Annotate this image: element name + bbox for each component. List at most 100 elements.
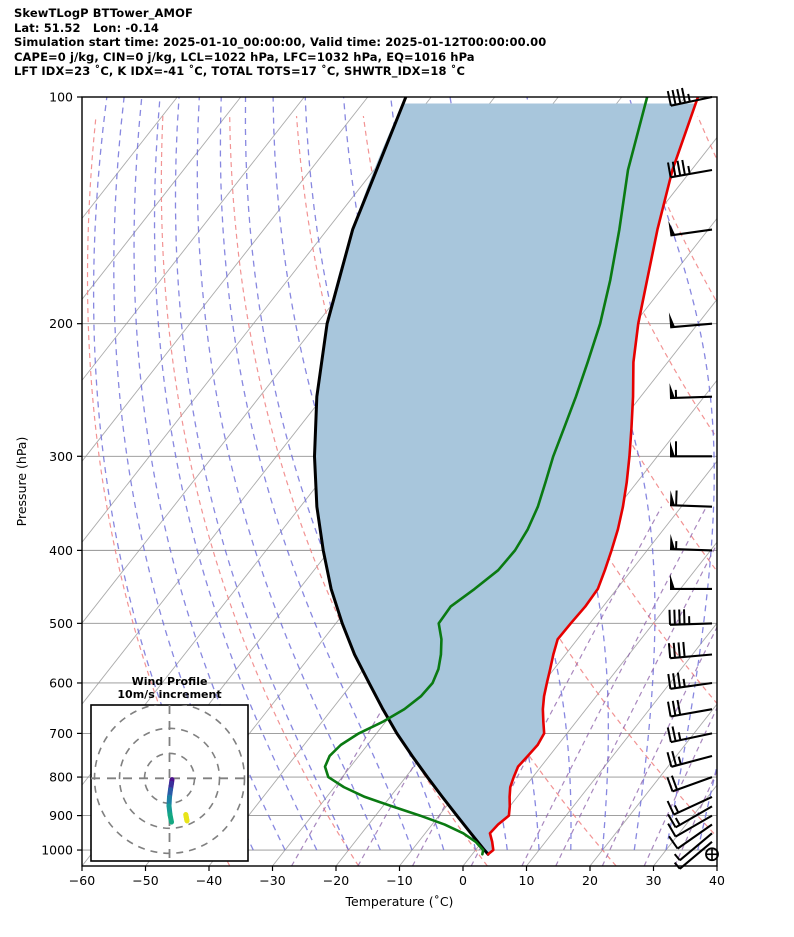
barb-shaft [679,832,713,862]
moist-adiabat-line [133,97,286,851]
header-line-indices: CAPE=0 j/kg, CIN=0 j/kg, LCL=1022 hPa, L… [14,49,475,64]
barb-half [673,861,681,870]
barb-full [682,641,686,657]
isotherm-line [82,97,242,301]
barb-full [667,643,672,659]
barb-half [674,817,681,826]
temperature-curve [486,97,700,856]
barb-full [675,490,678,506]
header-line-title: SkewTLogP BTTower_AMOF [14,6,193,20]
moist-adiabat-line [153,97,318,851]
wind-barb [669,533,713,552]
x-tick-label: −10 [386,873,412,888]
barb-shaft [670,228,713,237]
wind-barb [666,750,713,768]
wind-barb-group [666,87,719,870]
barb-full [671,700,677,716]
barb-full [671,161,677,177]
y-tick-label: 900 [49,808,73,823]
moist-adiabat-line [628,97,715,851]
isotherm-line [82,97,432,543]
wind-barb [669,490,713,508]
isotherm-line [716,865,717,866]
barb-full [683,609,686,625]
y-tick-label: 700 [49,726,73,741]
barb-shaft [670,95,713,107]
wind-barb [668,220,713,237]
wind-barb [673,840,713,870]
wind-barb [666,87,713,107]
isotherm-line [781,97,794,866]
barb-shaft [669,547,713,552]
barb-shaft [670,322,713,329]
barb-full [672,673,677,689]
wind-barb [666,775,713,793]
isotherm-line [462,541,717,866]
barb-full [671,726,677,742]
barb-shaft [669,395,713,400]
barb-full [666,752,673,768]
mixing-ratio-line [555,542,717,866]
barb-full [676,699,682,715]
dry-adiabat-line [362,115,717,838]
y-tick-label: 800 [49,770,73,785]
barb-shaft [670,708,713,718]
barb-full [667,162,672,178]
x-axis-title: Temperature (˚C) [345,894,454,909]
wind-barb [667,805,713,829]
dewpoint-curve [323,97,649,856]
x-tick-label: −60 [69,873,95,888]
wind-barb [667,699,713,718]
x-tick-label: 20 [582,873,598,888]
mixing-ratio-line [643,706,717,866]
cape-shaded-region [314,103,696,862]
wind-barb [668,609,713,626]
barb-full [678,609,681,625]
barb-full [666,776,674,792]
barb-half [687,93,691,102]
barb-full [666,800,675,816]
moist-adiabat-line [196,97,381,851]
wind-barb [705,847,719,862]
wind-barb [670,573,712,590]
x-tick-label: 0 [459,873,467,888]
moist-adiabat-line [174,97,350,851]
barb-full [666,727,672,743]
dry-adiabat-line [160,116,360,866]
barb-full [667,701,672,717]
barb-full [681,159,686,175]
barb-half [673,853,681,861]
barb-flag [669,383,675,399]
header-line-times: Simulation start time: 2025-01-10_00:00:… [14,35,547,50]
parcel-path-curve [313,97,490,856]
inset-content [91,705,248,861]
x-tick-label: −50 [132,873,158,888]
wind-barb [673,832,713,862]
y-tick-label: 200 [49,316,73,331]
wind-barb [669,383,713,400]
y-tick-label: 100 [49,90,73,105]
barb-shaft [670,681,713,690]
barb-half [673,804,680,814]
dry-adiabat-line [764,116,794,866]
header-text-block: SkewTLogP BTTower_AMOF Lat: 51.52 Lon: -… [14,6,774,79]
barb-full [670,775,679,791]
barb-shaft [675,814,713,838]
barb-shaft [676,823,713,850]
isotherm-line [526,622,717,866]
x-tick-label: −40 [196,873,222,888]
hodograph-trace-segment [167,812,174,825]
mixing-ratio-line [470,506,663,866]
y-tick-label: 500 [49,616,73,631]
barb-shaft [673,795,713,816]
x-tick-label: 40 [709,873,725,888]
barb-full [667,673,672,689]
y-tick-label: 300 [49,449,73,464]
x-tick-label: −30 [259,873,285,888]
x-tick-label: 10 [519,873,535,888]
header-line-latlon: Lat: 51.52 Lon: -0.14 [14,20,160,35]
barb-full [668,835,679,850]
